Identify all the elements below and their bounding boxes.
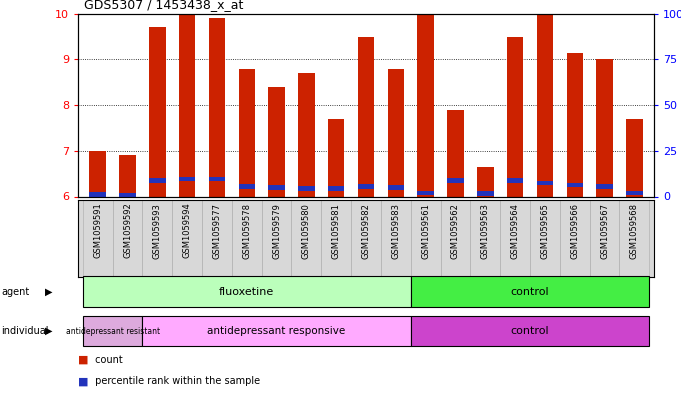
Bar: [179, 177, 195, 182]
Text: fluoxetine: fluoxetine: [219, 287, 274, 297]
Bar: [411, 200, 441, 277]
Text: GSM1059592: GSM1059592: [123, 203, 132, 259]
Text: GSM1059583: GSM1059583: [392, 203, 400, 259]
Bar: [209, 177, 225, 182]
Text: control: control: [511, 326, 550, 336]
Bar: [567, 183, 583, 187]
Text: GSM1059561: GSM1059561: [421, 203, 430, 259]
Bar: [328, 119, 345, 196]
Text: GSM1059568: GSM1059568: [630, 203, 639, 259]
Text: GSM1059566: GSM1059566: [570, 203, 580, 259]
Text: GSM1059581: GSM1059581: [332, 203, 340, 259]
Bar: [172, 200, 202, 277]
Text: ▶: ▶: [45, 287, 53, 297]
Text: count: count: [92, 354, 123, 365]
Text: antidepressant responsive: antidepressant responsive: [208, 326, 346, 336]
Bar: [119, 193, 136, 198]
Text: GSM1059563: GSM1059563: [481, 203, 490, 259]
Bar: [411, 316, 649, 347]
Bar: [537, 180, 553, 185]
Bar: [83, 276, 411, 307]
Bar: [590, 200, 620, 277]
Text: GSM1059565: GSM1059565: [541, 203, 550, 259]
Bar: [89, 151, 106, 196]
Bar: [262, 200, 291, 277]
Bar: [119, 155, 136, 196]
Bar: [387, 185, 404, 190]
Text: GDS5307 / 1453438_x_at: GDS5307 / 1453438_x_at: [84, 0, 243, 11]
Text: GSM1059582: GSM1059582: [362, 203, 370, 259]
Bar: [411, 276, 649, 307]
Text: individual: individual: [1, 326, 49, 336]
Bar: [560, 200, 590, 277]
Bar: [238, 184, 255, 189]
Bar: [298, 73, 315, 196]
Bar: [567, 53, 583, 196]
Text: GSM1059591: GSM1059591: [93, 203, 102, 259]
Text: control: control: [511, 287, 550, 297]
Bar: [447, 110, 464, 196]
Bar: [112, 200, 142, 277]
Bar: [268, 87, 285, 196]
Bar: [597, 59, 613, 196]
Bar: [321, 200, 351, 277]
Bar: [209, 18, 225, 196]
Bar: [507, 37, 523, 197]
Bar: [441, 200, 471, 277]
Bar: [149, 178, 165, 183]
Bar: [351, 200, 381, 277]
Text: percentile rank within the sample: percentile rank within the sample: [92, 376, 260, 386]
Bar: [142, 316, 411, 347]
Bar: [537, 14, 553, 196]
Bar: [381, 200, 411, 277]
Text: GSM1059577: GSM1059577: [212, 203, 221, 259]
Bar: [202, 200, 232, 277]
Bar: [507, 178, 523, 183]
Bar: [358, 184, 375, 189]
Bar: [471, 200, 501, 277]
Bar: [89, 192, 106, 196]
Bar: [627, 119, 643, 196]
Text: GSM1059579: GSM1059579: [272, 203, 281, 259]
Text: antidepressant resistant: antidepressant resistant: [65, 327, 159, 336]
Text: ■: ■: [78, 376, 89, 386]
Text: GSM1059564: GSM1059564: [511, 203, 520, 259]
Bar: [387, 68, 404, 196]
Bar: [179, 14, 195, 196]
Bar: [477, 191, 494, 196]
Bar: [238, 68, 255, 196]
Bar: [291, 200, 321, 277]
Bar: [477, 167, 494, 196]
Bar: [447, 178, 464, 183]
Bar: [268, 185, 285, 190]
Bar: [149, 28, 165, 196]
Text: GSM1059580: GSM1059580: [302, 203, 311, 259]
Bar: [597, 184, 613, 189]
Bar: [232, 200, 262, 277]
Bar: [328, 186, 345, 191]
Bar: [501, 200, 530, 277]
Bar: [620, 200, 649, 277]
Bar: [627, 191, 643, 195]
Bar: [417, 14, 434, 196]
Text: agent: agent: [1, 287, 29, 297]
Bar: [83, 316, 142, 347]
Text: GSM1059578: GSM1059578: [242, 203, 251, 259]
Bar: [142, 200, 172, 277]
Text: GSM1059567: GSM1059567: [600, 203, 609, 259]
Bar: [530, 200, 560, 277]
Bar: [83, 200, 112, 277]
Text: ■: ■: [78, 354, 89, 365]
Bar: [298, 186, 315, 191]
Text: GSM1059594: GSM1059594: [183, 203, 191, 259]
Text: GSM1059562: GSM1059562: [451, 203, 460, 259]
Bar: [417, 191, 434, 195]
Text: ▶: ▶: [45, 326, 53, 336]
Bar: [358, 37, 375, 197]
Text: GSM1059593: GSM1059593: [153, 203, 162, 259]
